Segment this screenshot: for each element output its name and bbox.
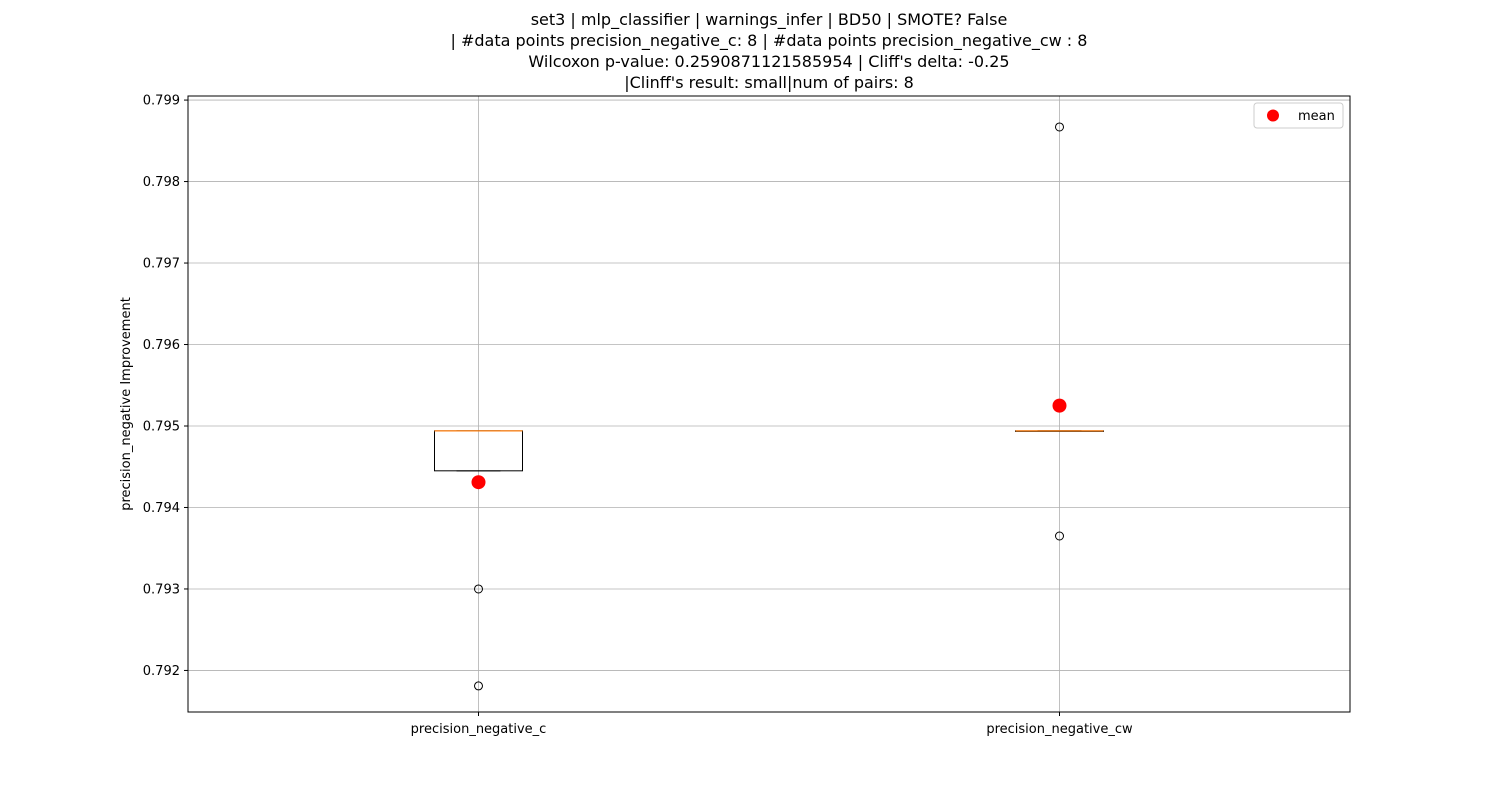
outlier-point: [1055, 531, 1064, 541]
legend-mean-label: mean: [1298, 109, 1335, 124]
box-precision_negative_c: [434, 430, 523, 691]
mean-point: [1052, 398, 1067, 413]
chart-title-line-4: |Clinff's result: small|num of pairs: 8: [624, 73, 914, 92]
mean-point: [471, 475, 486, 490]
legend: mean: [1253, 102, 1344, 129]
chart-title-line-2: | #data points precision_negative_c: 8 |…: [451, 31, 1088, 51]
chart-title-line-1: set3 | mlp_classifier | warnings_infer |…: [531, 10, 1008, 30]
y-tick-label: 0.798: [143, 175, 180, 190]
box-marks: [434, 122, 1104, 691]
legend-frame: [1253, 102, 1344, 129]
y-axis-label: precision_negative Improvement: [119, 297, 134, 511]
x-tick-label: precision_negative_c: [411, 722, 547, 737]
chart-title-line-3: Wilcoxon p-value: 0.2590871121585954 | C…: [528, 52, 1009, 71]
y-tick-label: 0.796: [143, 338, 180, 353]
outlier-point: [1055, 122, 1064, 132]
outlier-point: [474, 681, 483, 691]
y-tick-label: 0.792: [143, 664, 180, 679]
grid-lines: [188, 96, 1350, 712]
legend-mean-marker: [1267, 109, 1279, 122]
box-precision_negative_cw: [1015, 122, 1104, 541]
plot-area-frame: [187, 95, 1351, 713]
y-tick-label: 0.793: [143, 582, 180, 597]
chart-title: set3 | mlp_classifier | warnings_infer |…: [451, 10, 1088, 92]
y-tick-label: 0.799: [143, 94, 180, 109]
x-tick-label: precision_negative_cw: [986, 722, 1133, 737]
y-tick-label: 0.797: [143, 257, 180, 272]
x-axis: precision_negative_c precision_negative_c…: [411, 712, 1133, 737]
y-tick-label: 0.795: [143, 420, 180, 435]
y-axis: 0.792 0.793 0.794 0.795 0.796 0.797 0.798 0.799: [143, 94, 188, 679]
y-tick-label: 0.794: [143, 501, 180, 516]
outlier-point: [474, 584, 483, 594]
